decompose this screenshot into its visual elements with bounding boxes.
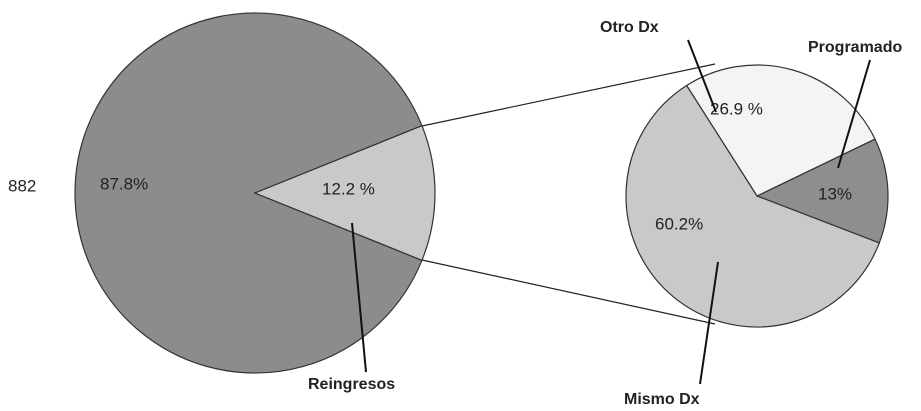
pie-slice bbox=[755, 138, 889, 244]
value-label: 60.2% bbox=[655, 214, 703, 233]
pie-slice bbox=[685, 64, 876, 197]
leader-line bbox=[687, 39, 717, 113]
annotation: 882 bbox=[8, 176, 36, 195]
leader-line bbox=[699, 261, 719, 385]
category-label: Mismo Dx bbox=[624, 391, 700, 408]
pie-slice bbox=[253, 124, 436, 262]
leader-line bbox=[351, 222, 367, 373]
value-label: 87.8% bbox=[100, 174, 148, 193]
value-label: 12.2 % bbox=[322, 179, 375, 198]
category-label: Reingresos bbox=[308, 376, 395, 393]
value-label: 13% bbox=[818, 184, 852, 203]
pie-slice bbox=[625, 84, 881, 328]
category-label: Otro Dx bbox=[600, 19, 659, 36]
category-label: Programado bbox=[808, 39, 902, 56]
connector-line bbox=[421, 63, 716, 127]
pie-slice bbox=[74, 12, 423, 374]
connector-line bbox=[421, 259, 716, 325]
leader-line bbox=[837, 59, 871, 169]
value-label: 26.9 % bbox=[710, 99, 763, 118]
